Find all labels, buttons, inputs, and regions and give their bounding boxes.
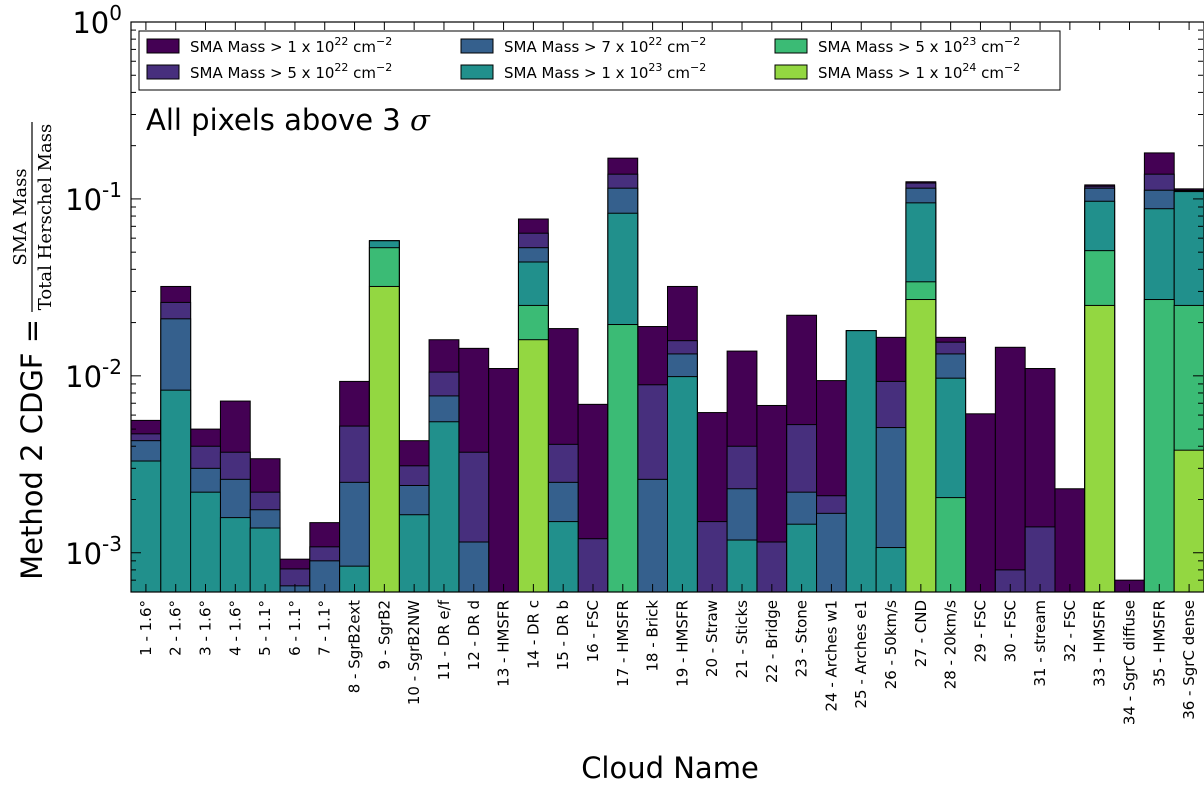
plot-frame xyxy=(130,21,1204,593)
legend-swatch-t5e22 xyxy=(146,64,180,80)
x-tick-label-16: 16 - FSC xyxy=(584,600,602,662)
x-tick-label-25: 25 - Arches e1 xyxy=(852,600,870,708)
x-tick-label-17: 17 - HMSFR xyxy=(614,600,632,687)
y-tick-label: 10-2 xyxy=(65,355,122,394)
legend-swatch-t1e24 xyxy=(774,64,808,80)
legend-label-t1e24: SMA Mass > 1 x 1024 cm−2 xyxy=(818,61,1020,82)
bar-t1e23-19 xyxy=(667,376,698,593)
legend-label-t5e23: SMA Mass > 5 x 1023 cm−2 xyxy=(818,35,1020,56)
bar-t1e23-15 xyxy=(547,521,579,593)
x-axis-label: Cloud Name xyxy=(581,751,759,785)
y-axis-label-numerator: SMA Mass xyxy=(10,168,31,265)
legend-swatch-t5e23 xyxy=(774,38,808,54)
legend-label-t1e23: SMA Mass > 1 x 1023 cm−2 xyxy=(504,61,706,82)
x-tick-label-18: 18 - Brick xyxy=(644,600,662,672)
sigma-symbol: σ xyxy=(410,103,431,137)
legend-frame xyxy=(138,30,1061,91)
bar-t1e23-2 xyxy=(160,389,192,593)
x-tick-label-28: 28 - 20km/s xyxy=(942,600,960,689)
bar-t7e22-24 xyxy=(816,512,847,593)
x-tick-label-21: 21 - Sticks xyxy=(733,600,751,679)
legend-label-t7e22: SMA Mass > 7 x 1022 cm−2 xyxy=(504,35,706,56)
bar-t5e23-28 xyxy=(935,497,967,593)
y-axis-label-prefix: Method 2 CDGF = xyxy=(15,319,49,580)
bar-t5e23-35 xyxy=(1143,299,1175,593)
x-tick-label-33: 33 - HMSFR xyxy=(1091,600,1109,687)
x-tick-label-11: 11 - DR e/f xyxy=(435,599,453,680)
x-tick-label-31: 31 - stream xyxy=(1031,600,1049,687)
x-tick-label-30: 30 - FSC xyxy=(1001,600,1019,662)
bar-t1e22-32 xyxy=(1054,488,1086,593)
x-tick-label-7: 7 - 1.1° xyxy=(316,600,334,656)
x-tick-label-10: 10 - SgrB2NW xyxy=(405,600,423,705)
x-tick-label-19: 19 - HMSFR xyxy=(673,600,691,687)
x-tick-label-32: 32 - FSC xyxy=(1061,600,1079,662)
legend-label-t5e22: SMA Mass > 5 x 1022 cm−2 xyxy=(190,61,392,82)
bar-t1e23-25 xyxy=(845,330,877,593)
x-tick-label-2: 2 - 1.6° xyxy=(167,600,185,656)
x-tick-label-1: 1 - 1.6° xyxy=(137,600,155,656)
y-tick-label: 100 xyxy=(72,1,122,40)
x-tick-label-35: 35 - HMSFR xyxy=(1150,600,1168,687)
bar-t1e23-1 xyxy=(130,460,162,593)
bar-t1e22-30 xyxy=(994,346,1026,593)
bar-t1e22-13 xyxy=(488,368,519,593)
legend-swatch-t7e22 xyxy=(460,38,494,54)
bar-group xyxy=(130,152,1204,593)
legend-swatch-t1e22 xyxy=(146,38,180,54)
bar-t7e22-18 xyxy=(637,478,669,593)
x-tick-label-34: 34 - SgrC diffuse xyxy=(1121,600,1139,725)
bar-t1e24-27 xyxy=(905,299,937,593)
bar-t1e23-10 xyxy=(398,514,430,593)
bar-t1e24-33 xyxy=(1084,304,1116,593)
x-tick-label-4: 4 - 1.6° xyxy=(226,600,244,656)
x-tick-label-24: 24 - Arches w1 xyxy=(822,600,840,712)
bar-t1e23-11 xyxy=(428,421,460,593)
x-tick-label-27: 27 - CND xyxy=(912,600,930,667)
x-tick-label-8: 8 - SgrB2ext xyxy=(346,600,364,693)
x-tick-label-26: 26 - 50km/s xyxy=(882,600,900,689)
x-tick-label-3: 3 - 1.6° xyxy=(197,600,215,656)
x-tick-label-36: 36 - SgrC dense xyxy=(1180,600,1198,720)
legend-label-t1e22: SMA Mass > 1 x 1022 cm−2 xyxy=(190,35,392,56)
y-tick-label: 10-3 xyxy=(65,532,122,571)
x-tick-label-14: 14 - DR c xyxy=(524,600,542,669)
x-tick-label-20: 20 - Straw xyxy=(703,600,721,677)
legend-swatch-t1e23 xyxy=(460,64,494,80)
x-tick-label-9: 9 - SgrB2 xyxy=(375,600,393,670)
bar-t5e22-31 xyxy=(1024,526,1056,593)
annotation-text: All pixels above 3 σ xyxy=(146,103,431,137)
bar-t1e23-5 xyxy=(249,527,281,593)
y-axis-label: Method 2 CDGF = SMA Mass Total Herschel … xyxy=(10,122,56,580)
x-axis: 1 - 1.6° 2 - 1.6° 3 - 1.6° 4 - 1.6° 5 - 1.1°… xyxy=(137,22,1198,725)
y-axis-label-denominator: Total Herschel Mass xyxy=(35,124,56,311)
bar-t1e23-23 xyxy=(786,523,818,593)
x-tick-label-23: 23 - Stone xyxy=(793,600,811,677)
x-tick-label-15: 15 - DR b xyxy=(554,600,572,670)
x-tick-label-6: 6 - 1.1° xyxy=(286,600,304,656)
bar-t1e23-21 xyxy=(726,539,758,593)
bar-t1e23-4 xyxy=(219,517,251,593)
bar-t1e22-29 xyxy=(965,413,996,593)
bar-t1e24-9 xyxy=(368,285,400,593)
x-tick-label-29: 29 - FSC xyxy=(972,600,990,662)
bar-t1e24-36 xyxy=(1173,449,1204,593)
bar-t1e24-14 xyxy=(517,339,549,593)
x-tick-label-22: 22 - Bridge xyxy=(763,600,781,683)
bar-t5e23-17 xyxy=(607,324,639,593)
y-axis: 100 10-1 10-2 10-3 xyxy=(65,1,1203,593)
x-tick-label-13: 13 - HMSFR xyxy=(495,600,513,687)
x-tick-label-5: 5 - 1.1° xyxy=(256,600,274,656)
bar-t5e22-20 xyxy=(696,521,728,593)
bar-t1e23-3 xyxy=(190,491,221,593)
legend: SMA Mass > 1 x 1022 cm−2 SMA Mass > 5 x 1… xyxy=(138,30,1061,91)
y-tick-label: 10-1 xyxy=(65,178,122,217)
x-tick-label-12: 12 - DR d xyxy=(465,600,483,670)
